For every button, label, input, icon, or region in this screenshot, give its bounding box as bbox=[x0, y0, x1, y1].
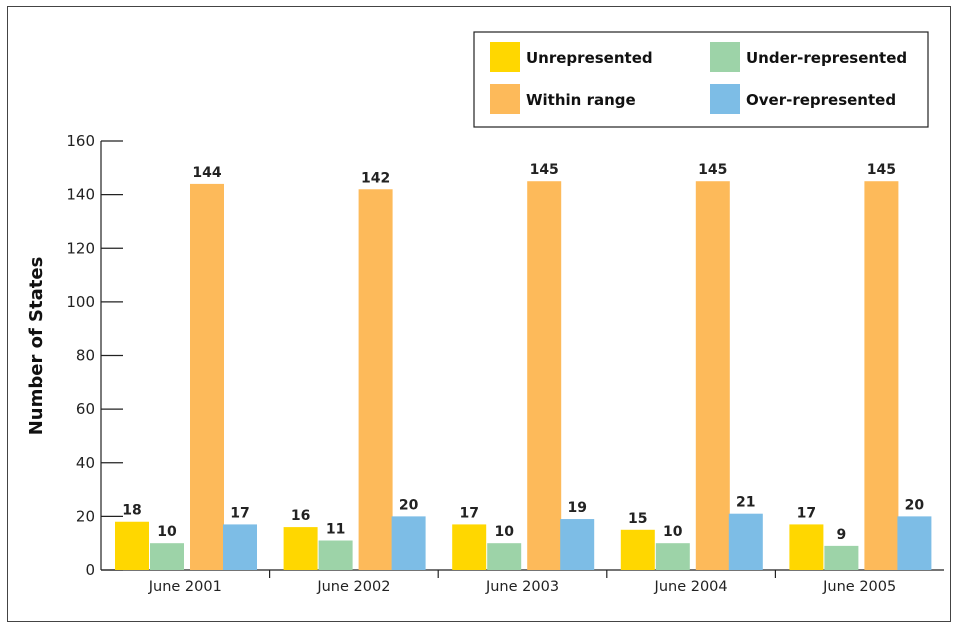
legend-label: Under-represented bbox=[746, 49, 907, 67]
data-label: 18 bbox=[122, 503, 141, 519]
x-tick-label: June 2001 bbox=[148, 579, 222, 595]
legend: Unrepresented Under-represented Within ran… bbox=[473, 31, 929, 128]
data-label: 9 bbox=[837, 527, 847, 543]
bar bbox=[223, 524, 257, 570]
data-label: 11 bbox=[326, 522, 345, 538]
bar-group: 17 10 145 19 bbox=[452, 162, 595, 570]
bar bbox=[391, 516, 426, 570]
y-tick-label: 80 bbox=[76, 347, 95, 365]
bar bbox=[789, 524, 824, 570]
data-label: 15 bbox=[628, 511, 647, 527]
y-tick-label: 0 bbox=[85, 561, 95, 579]
data-label: 20 bbox=[905, 497, 925, 513]
data-label: 10 bbox=[157, 524, 177, 540]
y-tick-label: 20 bbox=[76, 507, 95, 525]
data-label: 20 bbox=[399, 497, 419, 513]
bar-group: 18 10 144 17 bbox=[115, 165, 257, 570]
bar-group: 16 11 142 20 bbox=[283, 170, 426, 570]
bar bbox=[190, 183, 224, 570]
legend-box bbox=[473, 31, 929, 128]
bar bbox=[728, 513, 763, 570]
data-label: 145 bbox=[530, 162, 559, 178]
bar bbox=[452, 524, 487, 570]
data-label: 142 bbox=[361, 170, 390, 186]
data-label: 21 bbox=[736, 495, 755, 511]
bar bbox=[864, 181, 899, 570]
x-tick-label: June 2004 bbox=[654, 579, 728, 595]
x-tick-label: June 2002 bbox=[316, 579, 390, 595]
data-label: 145 bbox=[867, 162, 896, 178]
data-label: 145 bbox=[698, 162, 727, 178]
y-tick-label: 140 bbox=[66, 186, 95, 204]
y-tick-label: 160 bbox=[66, 132, 95, 150]
data-label: 17 bbox=[797, 505, 816, 521]
legend-label: Within range bbox=[526, 91, 636, 109]
legend-swatch bbox=[490, 42, 520, 72]
y-tick-label: 60 bbox=[76, 400, 95, 418]
bar bbox=[283, 527, 318, 570]
data-label: 16 bbox=[291, 508, 310, 524]
bar bbox=[620, 529, 655, 570]
y-axis-label: Number of States bbox=[26, 257, 47, 436]
legend-swatch bbox=[710, 42, 740, 72]
y-tick-label: 120 bbox=[66, 239, 95, 257]
bar bbox=[824, 545, 859, 570]
bar bbox=[115, 521, 149, 570]
legend-label: Over-represented bbox=[746, 91, 896, 109]
bar bbox=[695, 181, 730, 570]
bar-group: 15 10 145 21 bbox=[620, 162, 763, 570]
bar bbox=[655, 543, 690, 570]
data-label: 17 bbox=[459, 505, 478, 521]
legend-swatch bbox=[490, 84, 520, 114]
data-label: 19 bbox=[567, 500, 586, 516]
bar bbox=[897, 516, 932, 570]
data-label: 144 bbox=[192, 165, 221, 181]
y-tick-label: 100 bbox=[66, 293, 95, 311]
y-tick-label: 40 bbox=[76, 454, 95, 472]
x-tick-label: June 2003 bbox=[485, 579, 559, 595]
data-label: 17 bbox=[230, 505, 249, 521]
bar bbox=[318, 540, 353, 570]
bar bbox=[150, 543, 184, 570]
bar bbox=[527, 181, 562, 570]
legend-label: Unrepresented bbox=[526, 49, 653, 67]
data-label: 10 bbox=[494, 524, 514, 540]
bar bbox=[358, 189, 393, 570]
data-label: 10 bbox=[663, 524, 683, 540]
x-tick-label: June 2005 bbox=[822, 579, 896, 595]
bar bbox=[560, 519, 595, 570]
bar bbox=[487, 543, 522, 570]
bar-group: 17 9 145 20 bbox=[789, 162, 932, 570]
legend-swatch bbox=[710, 84, 740, 114]
